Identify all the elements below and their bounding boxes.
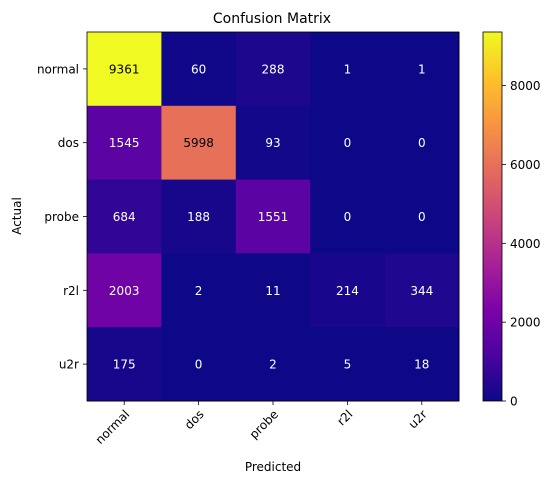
heatmap-cell xyxy=(384,105,460,181)
x-tick-label: normal xyxy=(93,407,133,447)
heatmap-cell xyxy=(310,179,386,254)
heatmap-cell xyxy=(87,253,162,328)
heatmap-cell xyxy=(310,327,386,402)
heatmap-cell xyxy=(235,105,311,181)
cell-value-label: 5 xyxy=(344,358,352,372)
y-axis-label: Actual xyxy=(10,197,24,235)
cell-value-label: 288 xyxy=(262,62,285,76)
heatmap-cell xyxy=(384,32,460,107)
colorbar xyxy=(482,31,503,402)
y-tick-label: r2l xyxy=(63,284,79,298)
cell-value-label: 9361 xyxy=(109,62,140,76)
cell-value-label: 0 xyxy=(195,358,203,372)
heatmap-cell xyxy=(161,253,237,328)
cell-value-label: 2003 xyxy=(109,284,140,298)
colorbar-tick-label: 6000 xyxy=(510,158,541,172)
heatmap-cell xyxy=(87,32,162,107)
heatmap-cell xyxy=(235,179,311,254)
heatmap-cell xyxy=(384,253,460,328)
x-tick-label: u2r xyxy=(406,407,430,431)
heatmap-cell xyxy=(161,105,237,181)
heatmap-cell xyxy=(87,327,162,402)
x-axis-ticks: normal dos probe r2l u2r xyxy=(93,401,430,447)
heatmap-cell xyxy=(87,179,162,254)
x-tick-label: dos xyxy=(182,407,207,432)
cell-value-label: 2 xyxy=(269,358,277,372)
colorbar-tick-label: 8000 xyxy=(510,79,541,93)
heatmap-cell xyxy=(310,32,386,107)
heatmap-cell xyxy=(235,32,311,107)
cell-value-label: 11 xyxy=(265,284,280,298)
cell-value-label: 0 xyxy=(418,210,426,224)
cell-value-label: 1 xyxy=(344,62,352,76)
y-tick-label: dos xyxy=(58,136,79,150)
cell-value-label: 684 xyxy=(113,210,136,224)
x-tick-label: r2l xyxy=(334,407,355,428)
heatmap-cell xyxy=(161,179,237,254)
colorbar-ticks: 0 2000 4000 6000 8000 xyxy=(502,79,541,409)
x-tick-label: probe xyxy=(247,407,281,441)
x-axis-label: Predicted xyxy=(245,460,301,474)
cell-value-label: 18 xyxy=(414,358,429,372)
colorbar-tick-label: 4000 xyxy=(510,237,541,251)
heatmap-cell xyxy=(310,105,386,181)
cell-value-label: 60 xyxy=(191,62,206,76)
cell-value-label: 1545 xyxy=(109,136,140,150)
heatmap-cell xyxy=(235,253,311,328)
heatmap-cell xyxy=(161,327,237,402)
y-tick-label: normal xyxy=(37,62,79,76)
cell-value-label: 2 xyxy=(195,284,203,298)
y-tick-label: probe xyxy=(44,210,79,224)
cell-value-label: 1551 xyxy=(258,210,289,224)
cell-value-label: 175 xyxy=(113,358,136,372)
cell-value-label: 0 xyxy=(418,136,426,150)
heatmap-cell xyxy=(87,105,162,181)
cell-value-label: 188 xyxy=(187,210,210,224)
cell-value-label: 1 xyxy=(418,62,426,76)
chart-title: Confusion Matrix xyxy=(213,11,331,27)
cell-value-label: 344 xyxy=(410,284,433,298)
heatmap-cell xyxy=(384,179,460,254)
colorbar-tick-label: 0 xyxy=(510,395,518,409)
y-tick-label: u2r xyxy=(59,358,79,372)
colorbar-tick-label: 2000 xyxy=(510,316,541,330)
cell-value-label: 93 xyxy=(265,136,280,150)
cell-value-label: 0 xyxy=(344,136,352,150)
cell-value-label: 0 xyxy=(344,210,352,224)
heatmap-cell xyxy=(161,32,237,107)
y-axis-ticks: normal dos probe r2l u2r xyxy=(37,62,87,372)
heatmap-cell xyxy=(235,327,311,402)
heatmap-cell xyxy=(384,327,460,402)
cell-value-label: 5998 xyxy=(183,136,214,150)
cell-value-label: 214 xyxy=(336,284,359,298)
heatmap-cell xyxy=(310,253,386,328)
